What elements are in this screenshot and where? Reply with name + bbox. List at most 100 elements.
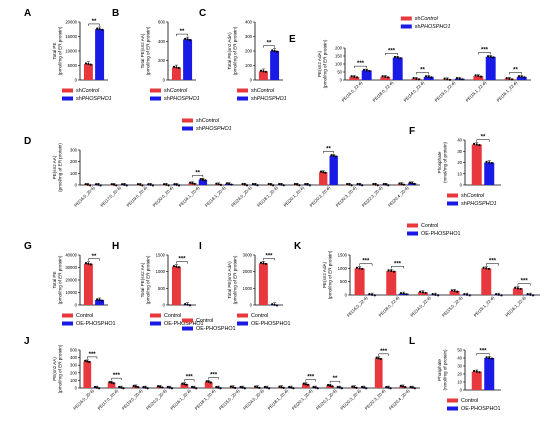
data-point xyxy=(403,385,407,389)
data-point xyxy=(118,385,121,389)
y-axis-label: Total PE(pmol/mg of ER protein) xyxy=(52,26,62,75)
data-point xyxy=(264,262,267,266)
data-point xyxy=(172,264,176,268)
legend-entry: shPHOSPHO1 xyxy=(76,96,112,102)
data-point xyxy=(475,143,478,146)
data-point xyxy=(455,77,459,80)
y-tick-label: 200 xyxy=(70,370,78,375)
panel-c: C Total PE(sn2 AdA)(pmol/mg of ER protein… xyxy=(199,8,287,102)
data-point xyxy=(282,184,285,187)
legend-swatch xyxy=(447,406,458,411)
data-point xyxy=(84,359,87,362)
y-axis-label: Total PE(sn2 AA)(pmol/mg of ER protein) xyxy=(140,26,150,75)
x-tick-label: PE(16:1_20:4) xyxy=(178,185,201,208)
data-point xyxy=(393,55,397,59)
y-tick-label: 200 xyxy=(70,159,78,164)
data-point xyxy=(434,293,437,296)
bar xyxy=(171,266,181,305)
significance-label: *** xyxy=(89,352,97,358)
legend-swatch xyxy=(447,398,458,403)
data-point xyxy=(94,183,98,186)
data-point xyxy=(290,386,293,389)
significance-bracket xyxy=(263,45,275,48)
significance-bracket xyxy=(378,353,389,356)
x-tick-label: PE(24:0_20:4) xyxy=(230,185,253,208)
data-point xyxy=(275,304,279,307)
y-axis-label: Total PE(pmol/mg of ER protein) xyxy=(52,255,62,304)
legend-swatch xyxy=(237,96,248,101)
data-point xyxy=(186,303,189,306)
legend-swatch xyxy=(237,313,248,318)
y-tick-label: 400 xyxy=(245,20,253,25)
significance-label: *** xyxy=(265,253,273,259)
significance-bracket xyxy=(263,258,275,261)
x-tick-label: PE(18:0_22:4) xyxy=(372,80,395,103)
y-tick-label: 0 xyxy=(250,78,253,83)
data-point xyxy=(446,78,449,81)
data-point xyxy=(492,56,495,59)
y-axis-label: Total PE(sn2 AdA)(pmol/mg of ER protein) xyxy=(227,255,237,304)
data-point xyxy=(482,266,485,269)
data-point xyxy=(93,385,97,389)
bar xyxy=(258,263,268,305)
legend-entry: shPHOSPHO1 xyxy=(415,24,451,30)
bar xyxy=(417,292,428,295)
data-point xyxy=(215,182,218,185)
legend-swatch xyxy=(62,96,73,101)
significance-label: *** xyxy=(388,48,396,54)
data-point xyxy=(98,298,101,302)
panel-letter: E xyxy=(289,34,296,45)
data-point xyxy=(259,261,263,264)
panel-a: A Total PE(pmol/mg of ER protein) 0 5000 100… xyxy=(24,8,112,102)
y-tick-label: 0 xyxy=(345,293,348,298)
y-tick-label: 0 xyxy=(250,303,253,308)
legend-entry: OE-PHOSPHO1 xyxy=(76,321,116,327)
y-tick-label: 300 xyxy=(245,34,253,39)
data-point xyxy=(282,386,285,389)
data-point xyxy=(258,386,261,389)
y-tick-label: 50 xyxy=(337,70,342,75)
panel-letter: K xyxy=(294,241,302,252)
x-tick-label: PE(24:0_20:4) xyxy=(242,388,265,411)
bar xyxy=(171,67,181,80)
data-point xyxy=(185,383,188,386)
legend-entry: OE-PHOSPHO1 xyxy=(421,231,461,237)
data-point xyxy=(263,385,267,389)
data-point xyxy=(448,78,452,81)
y-tick-label: 1500 xyxy=(156,253,166,258)
significance-bracket xyxy=(476,139,490,142)
legend-entry: OE-PHOSPHO1 xyxy=(164,321,204,327)
data-point xyxy=(532,294,535,297)
data-point xyxy=(193,386,196,389)
data-point xyxy=(188,304,192,307)
data-point xyxy=(348,183,351,186)
panel-b: B Total PE(sn2 AA)(pmol/mg of ER protein)… xyxy=(112,8,200,102)
data-point xyxy=(516,287,520,290)
y-tick-label: 2000 xyxy=(243,269,253,274)
data-point xyxy=(494,293,498,296)
data-point xyxy=(411,386,414,389)
data-point xyxy=(376,184,379,187)
y-tick-label: 1000 xyxy=(243,286,253,291)
data-point xyxy=(361,267,364,271)
data-point xyxy=(89,184,92,187)
x-tick-label: PE(20:3_20:4) xyxy=(335,185,358,208)
significance-bracket xyxy=(111,377,122,381)
data-point xyxy=(408,181,411,184)
data-point xyxy=(355,76,359,79)
bar xyxy=(386,271,397,295)
x-tick-label: PE(18:0_22:4) xyxy=(378,295,401,318)
data-point xyxy=(84,183,87,186)
bar xyxy=(183,39,193,80)
x-tick-label: PE(17:0_20:4) xyxy=(96,388,119,411)
x-tick-label: PE(18:1_20:4) xyxy=(266,388,289,411)
legend-swatch xyxy=(62,313,73,318)
data-point xyxy=(389,387,392,390)
data-point xyxy=(134,385,137,388)
data-point xyxy=(365,69,368,72)
data-point xyxy=(229,385,233,388)
data-point xyxy=(358,183,361,186)
significance-bracket xyxy=(416,72,429,75)
data-point xyxy=(165,183,168,186)
data-point xyxy=(402,292,405,295)
